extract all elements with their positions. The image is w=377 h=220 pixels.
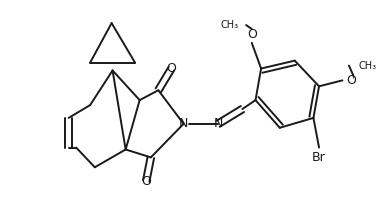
Text: O: O bbox=[141, 175, 151, 188]
Text: Br: Br bbox=[312, 151, 326, 164]
Text: O: O bbox=[167, 62, 176, 75]
Text: CH₃: CH₃ bbox=[221, 20, 239, 30]
Text: CH₃: CH₃ bbox=[358, 61, 376, 71]
Text: O: O bbox=[247, 28, 257, 41]
Text: N: N bbox=[213, 117, 223, 130]
Text: N: N bbox=[179, 117, 188, 130]
Text: O: O bbox=[346, 74, 356, 87]
